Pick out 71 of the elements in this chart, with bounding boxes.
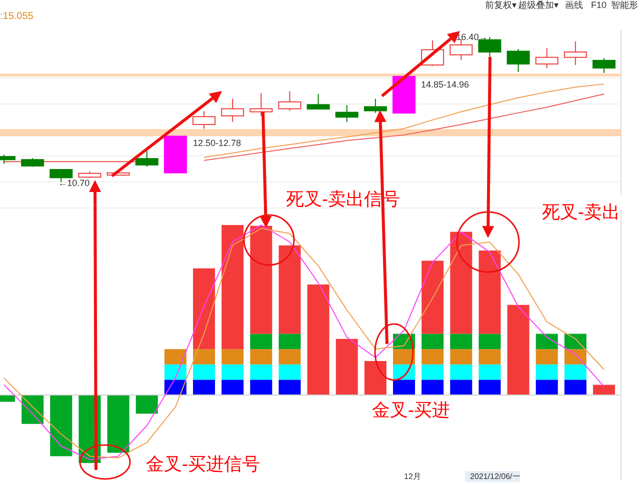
text: 2021/12/06/一 [470,472,520,481]
bar [422,260,444,334]
bar [536,334,558,350]
bar [593,384,615,395]
bar [193,364,215,380]
bar [422,380,444,395]
text: 超级叠加▾ [518,0,559,10]
bar [250,364,272,380]
bar [536,380,558,395]
bar [193,349,215,364]
candlestick [564,40,587,66]
bar [250,334,272,350]
bar [222,364,244,380]
bar [393,349,415,364]
bar [422,334,444,350]
bar [478,250,501,334]
band-label: 14.85-14.96 [421,79,470,90]
bar [564,364,586,380]
bar [478,334,501,350]
text: :15.055 [0,11,34,22]
bar [50,395,72,456]
candlestick [278,90,302,112]
bar [193,380,215,395]
annotation: 金叉-买进信号 [146,454,260,474]
text: 画线 [565,0,583,10]
bar [422,364,444,380]
annotation: 金叉-买进 [372,400,450,420]
bar [278,364,301,380]
bar [422,349,444,364]
bar [478,380,501,395]
bar [250,349,272,364]
bar [536,364,558,380]
bar [450,364,472,380]
bar [564,334,586,350]
bar [278,380,301,395]
bar [507,304,530,395]
text: 死叉-卖出 [542,202,620,222]
candlestick [335,104,358,122]
bar [222,380,244,395]
bar [393,380,415,395]
text: 智能形 [611,0,638,10]
bar [222,225,244,350]
bar [450,380,472,395]
annotation: ←10.70 [58,178,90,188]
candlestick [221,98,244,122]
bar [250,380,272,395]
bar [164,349,186,364]
bar [564,380,586,395]
bar [164,364,186,380]
bar [278,349,301,364]
bar [536,349,558,364]
band-label: 12.50-12.78 [193,138,242,148]
bar [478,364,501,380]
text: F10 [591,0,607,10]
bar [364,361,386,395]
bar [307,284,330,395]
bar [564,349,586,364]
bar [136,395,158,414]
bar [278,245,301,334]
bar [193,268,215,350]
bar [107,395,130,453]
bar [478,349,501,364]
text: 前复权▾ [485,0,517,10]
bar [450,349,472,364]
bar [336,338,358,395]
bar [222,349,244,364]
bar [450,334,472,350]
bar [278,334,301,350]
bar [450,232,472,334]
annotation: 16.40→ [456,32,488,42]
text: 12月 [404,472,421,481]
